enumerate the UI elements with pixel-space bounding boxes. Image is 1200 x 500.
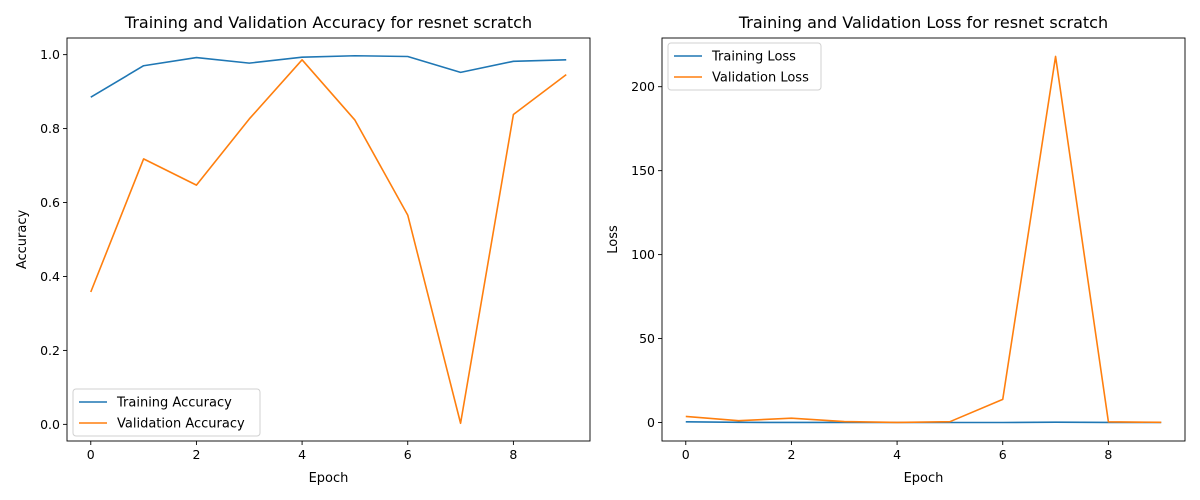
loss-chart: 0 2 4 6 8 0 50 100 150 200 Training and Validation… [606,13,1186,486]
x-tick-label: 6 [999,447,1007,462]
y-tick-label: 50 [639,331,655,346]
legend-box [72,388,261,437]
series-line-0 [90,54,567,98]
y-tick-label: 0.2 [40,343,60,358]
y-tick-label: 200 [631,79,655,94]
x-tick-label: 2 [192,447,200,462]
x-tick-label: 0 [87,447,95,462]
legend-label-0: Training Accuracy [116,396,232,411]
x-axis-label: Epoch [309,471,349,486]
chart-title: Training and Validation Accuracy for res… [124,13,532,32]
y-axis-label: Accuracy [15,210,30,270]
y-tick-label: 0.0 [40,417,60,432]
legend-box [667,42,822,91]
axes-frame [66,37,591,442]
y-tick-label: 0 [647,415,655,430]
y-tick-label: 100 [631,247,655,262]
y-axis-label: Loss [606,225,621,254]
legend-label-0: Training Loss [711,50,796,65]
x-tick-label: 8 [1104,447,1112,462]
y-tick-label: 1.0 [40,47,60,62]
accuracy-chart: 0 2 4 6 8 0.0 0.2 0.4 0.6 0.8 1.0 Training and Vali… [15,13,591,486]
series-line-1 [90,59,567,425]
x-tick-label: 8 [509,447,517,462]
axes-frame [661,37,1186,442]
y-tick-label: 0.8 [40,121,60,136]
y-tick-label: 0.4 [40,269,60,284]
legend: Training Loss Validation Loss [667,42,822,91]
y-tick-label: 150 [631,163,655,178]
chart-title: Training and Validation Loss for resnet … [738,13,1108,32]
series-line-1 [685,55,1162,424]
legend: Training Accuracy Validation Accuracy [72,388,261,437]
x-tick-label: 2 [787,447,795,462]
x-axis-label: Epoch [904,471,944,486]
legend-label-1: Validation Loss [712,71,809,86]
x-tick-label: 6 [404,447,412,462]
y-tick-label: 0.6 [40,195,60,210]
legend-label-1: Validation Accuracy [117,417,245,432]
x-tick-label: 4 [893,447,901,462]
x-tick-label: 4 [298,447,306,462]
x-tick-label: 0 [682,447,690,462]
